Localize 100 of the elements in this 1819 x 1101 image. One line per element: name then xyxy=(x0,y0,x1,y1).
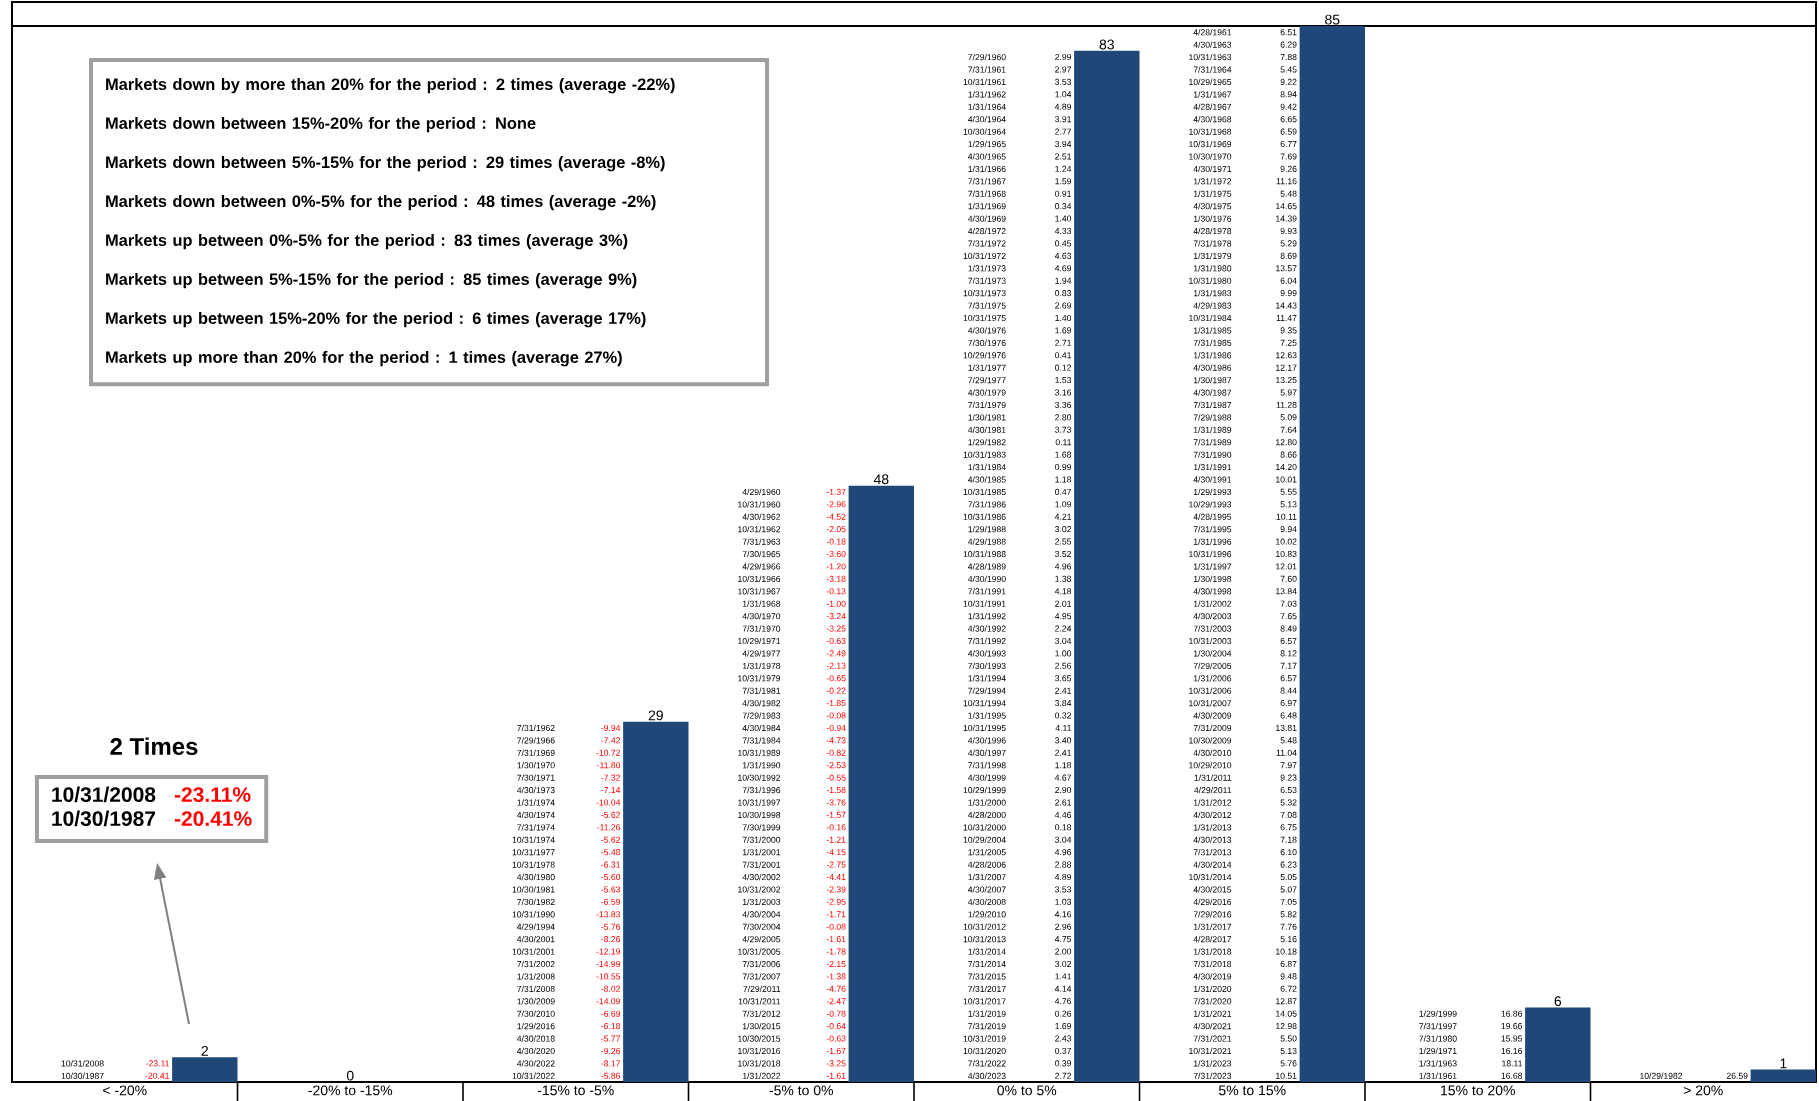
annotation: 7/31/2013 xyxy=(1193,848,1232,856)
annotation: 1/31/1973 xyxy=(968,265,1006,272)
annotation: 4/28/1989 xyxy=(967,563,1006,570)
annotation: 3.84 xyxy=(1055,700,1072,707)
annotation: 10/31/1984 xyxy=(1189,314,1232,322)
annotation: 9.93 xyxy=(1280,227,1297,235)
annotation: 11.16 xyxy=(1276,178,1297,185)
annotation: 7/31/2021 xyxy=(1193,1035,1232,1042)
annotation: 1/31/1969 xyxy=(968,202,1006,210)
annotation: 1/31/1964 xyxy=(968,103,1006,110)
data-label: 2 xyxy=(201,1045,209,1056)
annotation: 5.16 xyxy=(1280,936,1297,943)
annotation: -1.20 xyxy=(826,563,846,570)
annotation: 0.37 xyxy=(1055,1047,1072,1054)
annotation: 7/31/1997 xyxy=(1419,1022,1457,1030)
annotation: Markets up between 15%-20% for the period : 6 times (average 17%) xyxy=(106,311,646,328)
annotation: 4.89 xyxy=(1054,103,1072,110)
annotation: 1/31/2006 xyxy=(1193,675,1232,682)
annotation: 10/30/1987 xyxy=(61,1072,104,1079)
data-label: 83 xyxy=(1099,39,1114,50)
annotation: 11.04 xyxy=(1276,749,1297,756)
annotation: 18.11 xyxy=(1502,1060,1523,1067)
annotation: 7.60 xyxy=(1280,575,1297,582)
annotation: 4/29/2011 xyxy=(1194,786,1232,794)
annotation: 7/29/1988 xyxy=(1193,414,1232,421)
annotation: 10/31/1989 xyxy=(738,749,781,756)
annotation: 6.57 xyxy=(1280,637,1297,645)
annotation: 7/29/2011 xyxy=(743,985,781,992)
annotation: 10/31/1991 xyxy=(963,600,1006,607)
annotation: -5.60 xyxy=(601,873,621,881)
annotation: 4/30/1963 xyxy=(1193,41,1232,48)
annotation: -4.41 xyxy=(826,874,846,880)
annotation: 10/30/1987 xyxy=(52,810,156,827)
annotation: 1/30/1987 xyxy=(1193,376,1232,384)
annotation: Markets up between 0%-5% for the period : 83 times (average 3%) xyxy=(106,233,628,250)
annotation: 2.56 xyxy=(1055,662,1072,669)
annotation: 1/31/1980 xyxy=(1193,265,1232,272)
annotation: 1/31/1968 xyxy=(742,600,781,607)
annotation: 4/30/2009 xyxy=(1193,712,1232,719)
annotation: -23.11% xyxy=(174,787,251,803)
annotation: -0.65 xyxy=(826,675,846,682)
annotation: 4.46 xyxy=(1054,811,1072,818)
annotation: -10.72 xyxy=(596,749,621,756)
annotation: 6.72 xyxy=(1280,985,1297,992)
annotation: 4/29/1960 xyxy=(742,488,781,496)
annotation: 6.87 xyxy=(1280,960,1297,968)
annotation: 9.99 xyxy=(1280,290,1297,297)
annotation: 1/31/2023 xyxy=(1193,1060,1232,1067)
annotation: 0.45 xyxy=(1055,240,1072,247)
annotation: 4/30/1973 xyxy=(516,786,555,794)
annotation: 1/31/2017 xyxy=(1193,923,1232,930)
annotation: 1/31/2002 xyxy=(1193,600,1232,607)
annotation: -2.49 xyxy=(826,650,846,657)
annotation: 1/31/1997 xyxy=(1193,563,1232,570)
annotation: 7/31/1967 xyxy=(968,178,1006,185)
annotation: 4/30/1986 xyxy=(1193,364,1232,371)
annotation: -2.13 xyxy=(826,662,846,669)
data-label: 29 xyxy=(648,710,663,721)
annotation: 4/30/1971 xyxy=(1193,165,1232,173)
annotation: 1/31/1996 xyxy=(1193,538,1232,545)
annotation: 7/31/2001 xyxy=(742,861,781,868)
annotation: 4/30/1969 xyxy=(967,215,1006,222)
annotation: -1.37 xyxy=(826,488,846,495)
annotation: 10/31/2016 xyxy=(738,1047,781,1055)
annotation: 4/30/2015 xyxy=(1193,886,1232,893)
annotation: 7/30/1971 xyxy=(517,774,555,781)
annotation: -1.21 xyxy=(826,836,846,843)
annotation: 1.38 xyxy=(1055,575,1072,582)
annotation: 7/30/1976 xyxy=(968,339,1006,346)
annotation: 3.91 xyxy=(1055,116,1072,123)
annotation: 13.25 xyxy=(1276,377,1297,384)
annotation: 4/28/1978 xyxy=(1193,227,1232,235)
annotation: 7.97 xyxy=(1280,762,1297,769)
annotation: 10/31/2012 xyxy=(963,923,1006,930)
annotation: 6.10 xyxy=(1280,849,1297,856)
annotation: 10/29/1965 xyxy=(1189,78,1232,86)
annotation: 10/30/2009 xyxy=(1189,737,1232,744)
annotation: -0.64 xyxy=(826,1023,846,1030)
annotation: 4/28/1967 xyxy=(1193,103,1232,110)
annotation: 7/30/1999 xyxy=(742,824,781,831)
bar xyxy=(1750,1069,1816,1082)
annotation: 10/30/1981 xyxy=(512,886,555,893)
annotation: 3.73 xyxy=(1055,426,1072,433)
annotation: 9.26 xyxy=(1280,165,1297,172)
annotation: 10/31/2022 xyxy=(512,1072,555,1079)
annotation: 1/31/2018 xyxy=(1193,948,1232,955)
annotation: 3.02 xyxy=(1055,960,1072,968)
annotation: 1/30/2015 xyxy=(742,1022,781,1030)
annotation: Markets down between 0%-5% for the period : 48 times (average -2%) xyxy=(106,194,656,211)
bar xyxy=(1299,26,1365,1082)
annotation: 10/31/1988 xyxy=(963,550,1006,558)
annotation: 10/31/2008 xyxy=(52,786,156,803)
annotation: 11.28 xyxy=(1276,401,1297,408)
annotation: 7/31/2007 xyxy=(742,973,781,980)
annotation: 14.20 xyxy=(1276,463,1297,471)
annotation: 5.55 xyxy=(1280,488,1297,495)
annotation: -5.62 xyxy=(601,811,621,818)
annotation: 1/31/2008 xyxy=(517,973,555,980)
annotation: 1/30/1970 xyxy=(517,762,555,769)
annotation: 7.65 xyxy=(1280,613,1297,620)
